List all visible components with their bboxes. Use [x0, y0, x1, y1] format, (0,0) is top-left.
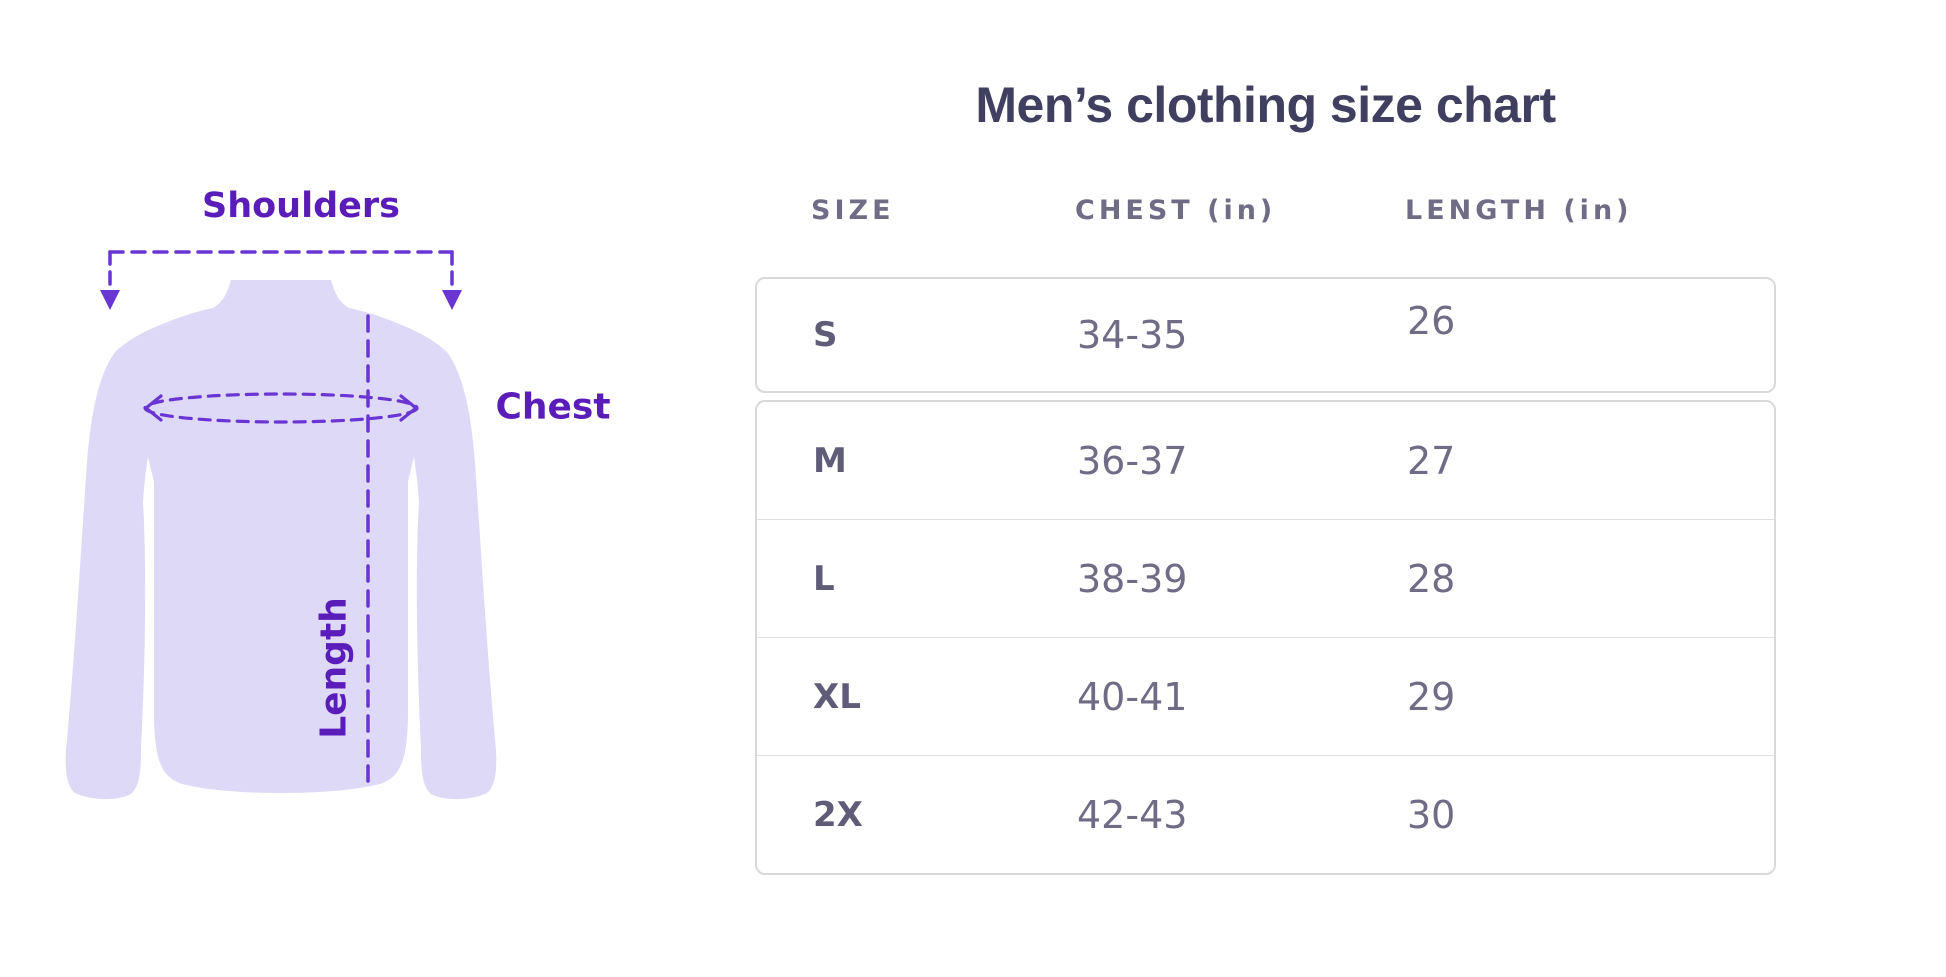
table-row: XL 40-41 29 — [757, 637, 1774, 755]
length-cell: 30 — [1407, 792, 1456, 837]
shirt-right-sleeve-shape — [349, 310, 497, 800]
shirt-body-shape — [112, 280, 450, 793]
size-table-card-main: M 36-37 27 L 38-39 28 XL 40-41 29 2X 42-43 30 — [755, 400, 1776, 875]
chest-cell: 42-43 — [1077, 792, 1188, 837]
table-row: L 38-39 28 — [757, 519, 1774, 637]
table-row: S 34-35 26 — [757, 279, 1774, 391]
size-cell: M — [813, 440, 847, 481]
table-header-row: SIZE CHEST (in) LENGTH (in) — [755, 186, 1776, 234]
size-table-card-top: S 34-35 26 — [755, 277, 1776, 393]
shirt-back-illustration — [65, 280, 497, 800]
length-cell: 27 — [1407, 438, 1456, 483]
length-cell: 28 — [1407, 556, 1456, 601]
table-row: 2X 42-43 30 — [757, 755, 1774, 873]
column-header-size: SIZE — [811, 194, 895, 226]
chest-cell: 38-39 — [1077, 556, 1188, 601]
size-cell: L — [813, 558, 835, 599]
column-header-chest: CHEST (in) — [1075, 194, 1277, 226]
size-cell: 2X — [813, 794, 863, 835]
length-label: Length — [313, 597, 355, 739]
chest-measure-ellipse — [143, 392, 419, 424]
table-row: M 36-37 27 — [757, 402, 1774, 519]
chest-cell: 36-37 — [1077, 438, 1188, 483]
shoulders-label: Shoulders — [202, 186, 400, 226]
column-header-length: LENGTH (in) — [1405, 194, 1633, 226]
size-cell: XL — [813, 676, 861, 717]
shoulders-arrowheads — [100, 290, 462, 310]
size-cell: S — [813, 315, 838, 355]
length-cell: 26 — [1407, 299, 1456, 343]
chest-label: Chest — [495, 386, 611, 428]
page-title: Men’s clothing size chart — [975, 77, 1556, 133]
chest-cell: 34-35 — [1077, 313, 1188, 357]
chest-cell: 40-41 — [1077, 674, 1188, 719]
shirt-left-sleeve-shape — [65, 310, 214, 800]
measurement-annotations — [100, 250, 462, 790]
shoulders-bracket — [108, 250, 454, 290]
length-cell: 29 — [1407, 674, 1456, 719]
